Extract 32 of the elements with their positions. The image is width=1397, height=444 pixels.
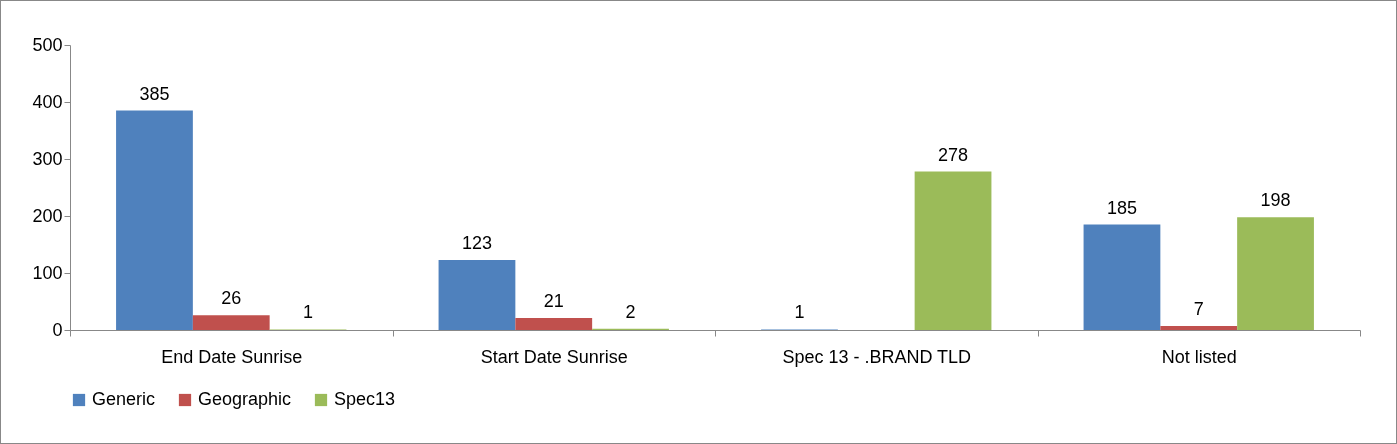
- bar: [1083, 224, 1161, 330]
- data-label: 278: [938, 144, 969, 165]
- data-label: 1: [794, 302, 805, 323]
- x-tick-label: Not listed: [1161, 346, 1237, 367]
- bar: [116, 110, 193, 330]
- bar: [515, 318, 593, 330]
- legend-label: Spec13: [334, 389, 396, 409]
- bar: [914, 171, 992, 330]
- y-tick-label: 500: [32, 34, 63, 55]
- legend-label: Generic: [92, 389, 156, 409]
- data-label: 185: [1106, 197, 1137, 218]
- bar: [1237, 217, 1314, 330]
- data-label: 7: [1193, 299, 1204, 320]
- bar: [1160, 326, 1238, 330]
- data-label: 26: [221, 288, 242, 309]
- y-tick-label: 0: [52, 319, 63, 340]
- data-label: 1: [303, 302, 314, 323]
- x-tick-label: End Date Sunrise: [161, 346, 303, 367]
- y-tick-label: 200: [32, 205, 63, 226]
- data-label: 2: [625, 301, 636, 322]
- y-tick-label: 400: [32, 91, 63, 112]
- data-label: 198: [1260, 190, 1291, 211]
- bar: [192, 315, 270, 330]
- bar: [438, 259, 516, 330]
- y-tick-label: 100: [32, 262, 63, 283]
- x-tick-label: Start Date Sunrise: [480, 346, 628, 367]
- data-label: 385: [139, 83, 170, 104]
- y-tick-label: 300: [32, 148, 63, 169]
- data-label: 123: [461, 232, 492, 253]
- legend-label: Geographic: [198, 389, 292, 409]
- x-tick-label: Spec 13 - .BRAND TLD: [782, 346, 972, 367]
- data-label: 21: [543, 291, 564, 312]
